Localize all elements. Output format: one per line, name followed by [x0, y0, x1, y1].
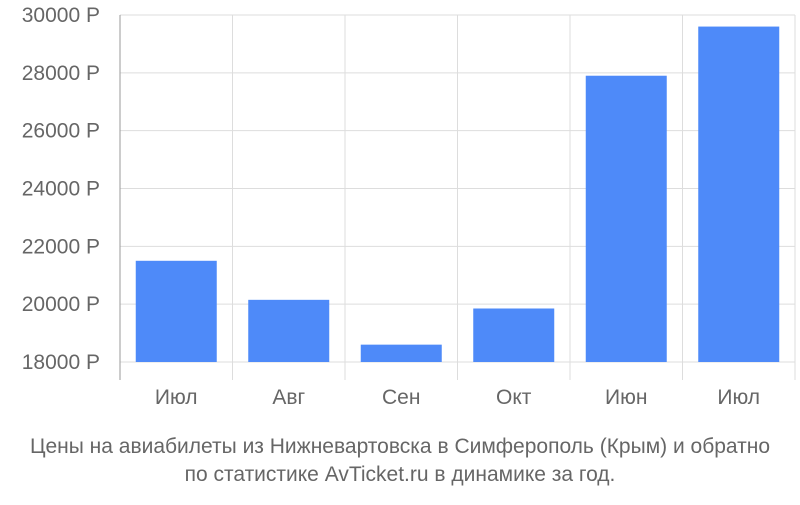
labels-layer: 18000 Р 20000 Р 22000 Р 24000 Р 26000 Р 28000…: [22, 4, 760, 409]
x-tick-label: Авг: [272, 386, 305, 409]
bar-6: [698, 26, 780, 363]
caption-line-1: Цены на авиабилеты из Нижневартовска в С…: [30, 435, 770, 458]
bar-5: [585, 75, 667, 362]
y-tick-label: 18000 Р: [22, 351, 100, 374]
y-tick-label: 30000 Р: [22, 4, 100, 27]
x-tick-label: Июн: [605, 386, 647, 409]
bar-2: [248, 299, 330, 362]
y-tick-label: 26000 Р: [22, 120, 100, 143]
y-tick-label: 24000 Р: [22, 178, 100, 201]
bars-layer: [135, 26, 780, 363]
x-tick-label: Сен: [382, 386, 420, 409]
y-tick-label: 28000 Р: [22, 62, 100, 85]
y-tick-label: 20000 Р: [22, 293, 100, 316]
grid-layer: [120, 14, 796, 380]
bar-4: [473, 308, 555, 362]
x-tick-label: Окт: [496, 386, 532, 409]
bar-3: [360, 344, 442, 362]
x-tick-label: Июл: [717, 386, 760, 409]
bar-1: [135, 260, 217, 362]
caption-line-2: по статистике AvTicket.ru в динамике за …: [185, 463, 616, 486]
y-tick-label: 22000 Р: [22, 235, 100, 258]
x-tick-label: Июл: [155, 386, 198, 409]
